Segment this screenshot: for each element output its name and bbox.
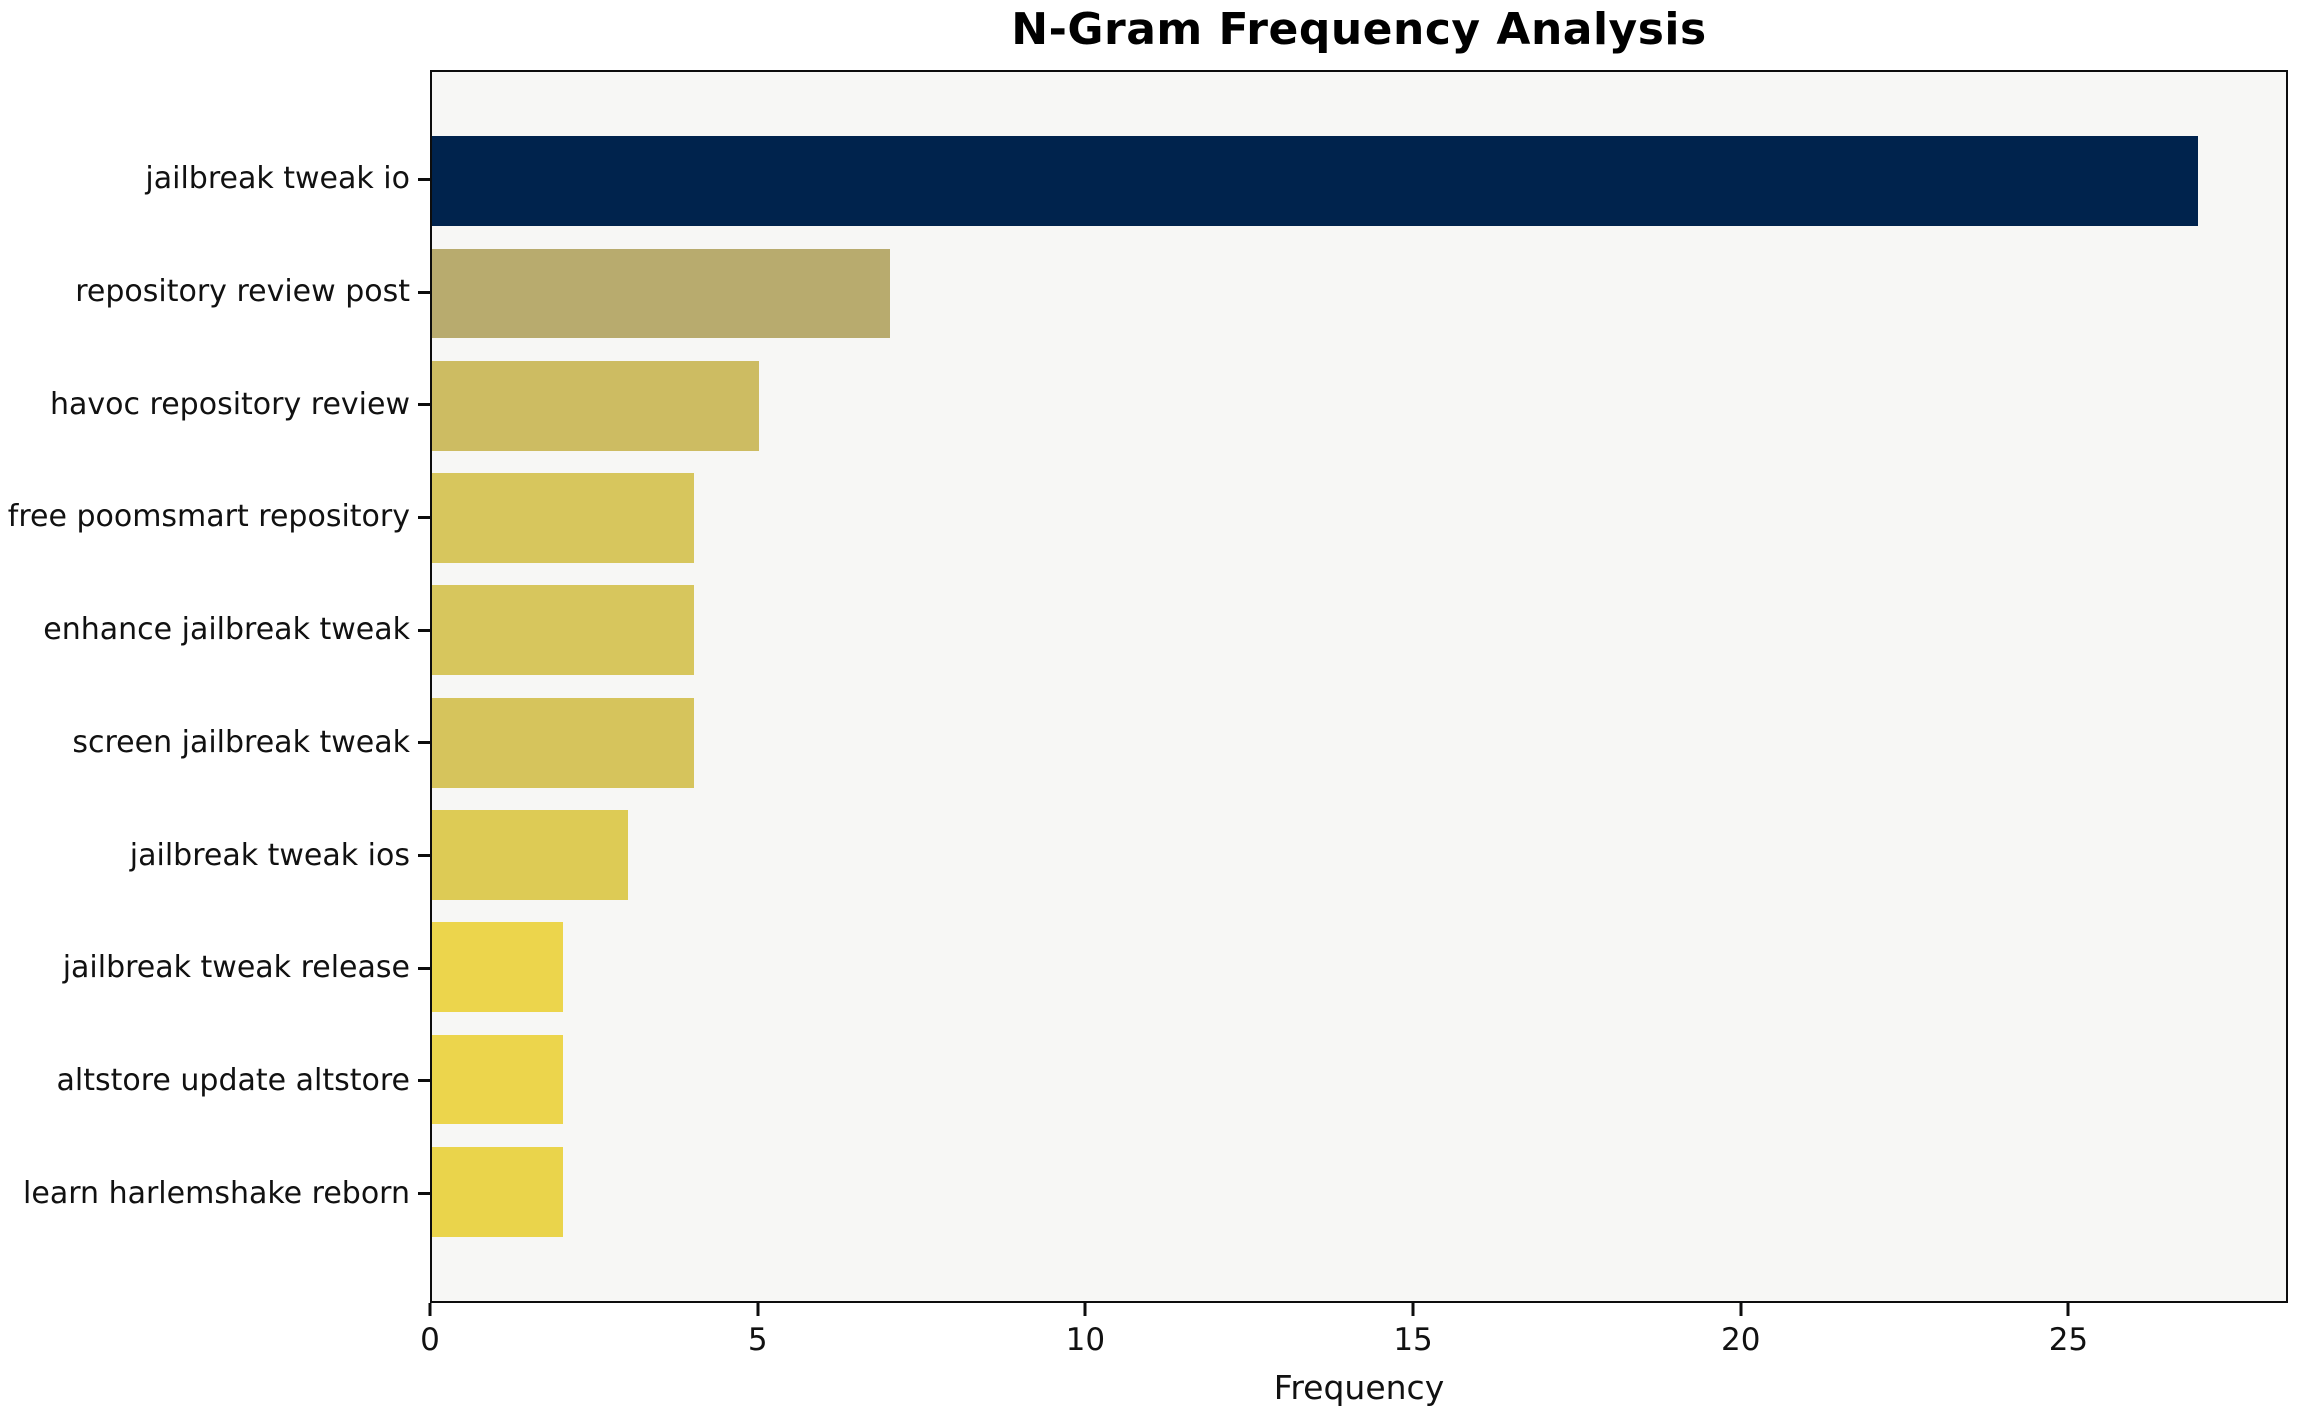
x-tick-label: 0 [420,1322,440,1358]
x-tick-label: 5 [747,1322,768,1358]
x-tick-label: 15 [1393,1322,1433,1358]
y-label-row: altstore update altstore [0,1025,430,1138]
bar-row [432,911,2286,1023]
x-tick-label: 10 [1065,1322,1106,1358]
x-axis: 0 5 10 15 20 25 [0,1300,2308,1370]
y-tick-mark [418,741,430,745]
y-label-row: jailbreak tweak ios [0,799,430,912]
bar-row [432,125,2286,237]
plot-area [430,70,2288,1303]
y-label-row: havoc repository review [0,348,430,461]
y-tick-mark [418,403,430,407]
bar-row [432,237,2286,349]
category-label: learn harlemshake reborn [23,1175,410,1211]
y-label-row: jailbreak tweak io [0,123,430,236]
bar-row [432,1023,2286,1135]
bar [432,473,694,563]
x-tick-mark [1083,1303,1087,1316]
y-label-row: learn harlemshake reborn [0,1137,430,1250]
bar [432,136,2198,227]
x-tick-mark [428,1303,432,1316]
y-label-row: repository review post [0,236,430,349]
bar-row [432,350,2286,462]
category-label: free poomsmart repository [7,499,410,535]
bar [432,1034,563,1125]
category-label: jailbreak tweak release [62,950,410,986]
y-label-row: jailbreak tweak release [0,912,430,1025]
y-tick-mark [418,1192,430,1196]
y-tick-mark [418,1079,430,1083]
y-tick-mark [418,290,430,294]
x-tick-mark [1411,1303,1415,1316]
category-label: jailbreak tweak io [145,161,410,197]
y-tick-mark [418,177,430,181]
bar [432,810,629,900]
bar [432,697,694,788]
category-label: repository review post [75,274,410,310]
y-tick-mark [418,515,430,519]
bar-row [432,686,2286,798]
x-tick-label: 25 [2048,1322,2089,1358]
y-tick-mark [418,628,430,632]
x-tick-label: 20 [1721,1322,1761,1358]
bar-row [432,462,2286,574]
x-tick-mark [756,1303,760,1316]
y-axis-labels: jailbreak tweak io repository review post… [0,70,430,1303]
category-label: altstore update altstore [56,1062,411,1098]
x-tick-mark [1739,1303,1743,1316]
bar-row [432,574,2286,686]
y-label-row: free poomsmart repository [0,461,430,574]
x-tick-mark [2066,1303,2070,1316]
chart-title: N-Gram Frequency Analysis [1011,4,1707,55]
bar-row [432,1136,2286,1248]
category-label: jailbreak tweak ios [129,837,410,873]
bar-row [432,799,2286,911]
y-label-row: screen jailbreak tweak [0,687,430,800]
category-label: enhance jailbreak tweak [43,612,410,648]
bar [432,1146,563,1237]
bar [432,922,563,1013]
category-label: screen jailbreak tweak [72,724,410,760]
y-label-row: enhance jailbreak tweak [0,574,430,687]
x-axis-label: Frequency [1273,1368,1445,1407]
y-tick-mark [418,966,430,970]
bar [432,585,694,676]
bar [432,248,890,339]
category-label: havoc repository review [50,386,410,422]
y-tick-mark [418,854,430,858]
bar [432,360,759,451]
